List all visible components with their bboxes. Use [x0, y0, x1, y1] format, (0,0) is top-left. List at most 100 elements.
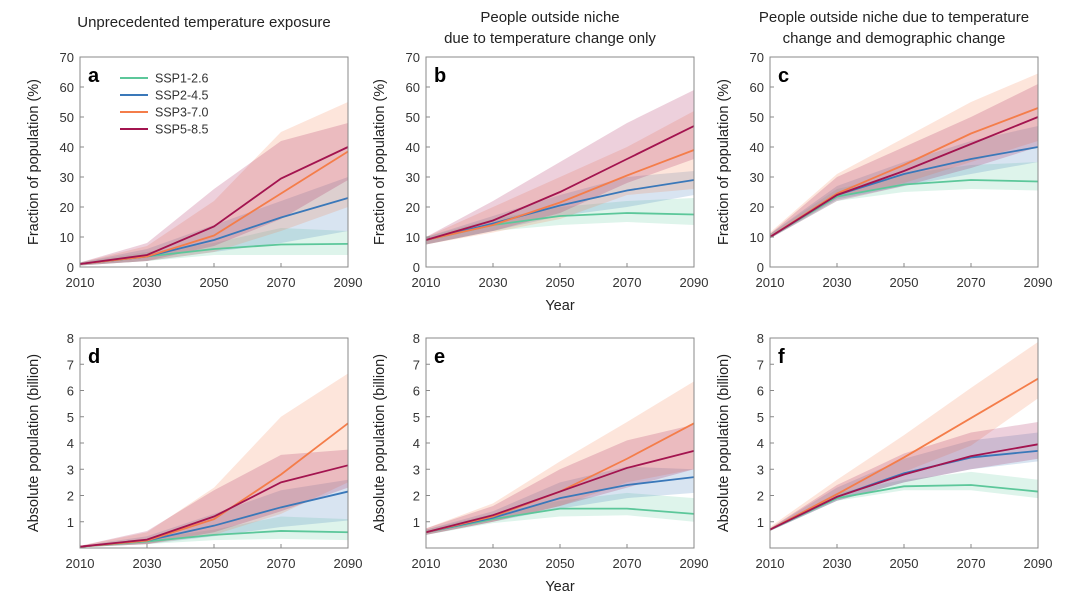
x-tick-label: 2030	[823, 556, 852, 571]
panel-letter: c	[778, 65, 789, 87]
x-tick-label: 2070	[613, 275, 642, 290]
y-axis-label: Absolute population (billion)	[372, 354, 388, 532]
panel-e: 2010 2030 2050 2070 2090 1 2 3 4 5 6 7 8 Absolute pop…	[372, 331, 708, 595]
y-tick-label: 8	[413, 331, 420, 346]
x-tick-label: 2050	[200, 556, 229, 571]
y-tick-label: 70	[60, 50, 74, 65]
x-axis-label: Year	[545, 579, 574, 595]
uncertainty-band-ssp3-7.0	[770, 341, 1038, 531]
x-tick-label: 2070	[267, 275, 296, 290]
panel-b: People outside niche due to temperature c…	[372, 9, 708, 314]
y-tick-label: 1	[757, 515, 764, 530]
x-tick-label: 2070	[267, 556, 296, 571]
y-tick-label: 0	[757, 260, 764, 275]
y-tick-label: 1	[413, 515, 420, 530]
y-tick-label: 50	[60, 110, 74, 125]
y-axis-label: Absolute population (billion)	[26, 354, 42, 532]
uncertainty-band-ssp1-2.6	[770, 471, 1038, 531]
x-tick-label: 2070	[957, 275, 986, 290]
x-tick-label: 2010	[66, 556, 95, 571]
series-line-ssp5-8.5	[79, 146, 349, 265]
y-tick-label: 60	[406, 80, 420, 95]
panel-letter: d	[88, 346, 100, 368]
panel-title: due to temperature change only	[444, 30, 656, 47]
uncertainty-band-ssp3-7.0	[426, 111, 694, 245]
panel-letter: a	[88, 65, 100, 87]
y-tick-label: 3	[413, 462, 420, 477]
series-line-ssp3-7.0	[769, 377, 1039, 531]
series-line-ssp5-8.5	[769, 116, 1039, 238]
x-tick-label: 2010	[412, 275, 441, 290]
x-tick-label: 2070	[613, 556, 642, 571]
uncertainty-band-ssp5-8.5	[426, 424, 694, 535]
legend-label: SSP2-4.5	[155, 89, 209, 103]
y-tick-label: 5	[413, 410, 420, 425]
uncertainty-band-ssp5-8.5	[770, 422, 1038, 531]
panel-title: People outside niche due to temperature	[759, 9, 1029, 26]
y-tick-label: 20	[406, 200, 420, 215]
x-tick-label: 2050	[546, 275, 575, 290]
x-axis-label: Year	[545, 298, 574, 314]
series-line-ssp5-8.5	[425, 450, 695, 534]
y-axis-label: Fraction of population (%)	[26, 79, 42, 245]
uncertainty-band-ssp2-4.5	[80, 177, 348, 266]
y-tick-label: 7	[413, 357, 420, 372]
series-line-ssp5-8.5	[425, 125, 695, 241]
legend-label: SSP5-8.5	[155, 123, 209, 137]
panel-c: People outside niche due to temperature c…	[716, 9, 1052, 290]
x-tick-label: 2090	[1024, 556, 1053, 571]
uncertainty-band-ssp3-7.0	[80, 102, 348, 266]
x-tick-label: 2050	[890, 556, 919, 571]
y-tick-label: 30	[60, 170, 74, 185]
x-tick-label: 2070	[957, 556, 986, 571]
y-tick-label: 30	[406, 170, 420, 185]
uncertainty-band-ssp3-7.0	[426, 381, 694, 535]
uncertainty-band-ssp3-7.0	[80, 373, 348, 548]
uncertainty-band-ssp2-4.5	[426, 171, 694, 245]
panel-title: change and demographic change	[783, 30, 1006, 47]
x-tick-label: 2090	[334, 275, 363, 290]
x-tick-label: 2010	[412, 556, 441, 571]
y-tick-label: 20	[750, 200, 764, 215]
series-line-ssp5-8.5	[769, 443, 1039, 531]
legend-label: SSP3-7.0	[155, 106, 209, 120]
panel-letter: e	[434, 346, 445, 368]
y-tick-label: 1	[67, 515, 74, 530]
series-line-ssp3-7.0	[79, 150, 349, 265]
y-tick-label: 10	[750, 230, 764, 245]
x-tick-label: 2050	[890, 275, 919, 290]
y-tick-label: 60	[60, 80, 74, 95]
uncertainty-band-ssp5-8.5	[426, 90, 694, 245]
series-line-ssp2-4.5	[425, 179, 695, 241]
x-tick-label: 2090	[1024, 275, 1053, 290]
y-tick-label: 20	[60, 200, 74, 215]
x-tick-label: 2030	[479, 556, 508, 571]
y-tick-label: 7	[757, 357, 764, 372]
x-tick-label: 2050	[546, 556, 575, 571]
uncertainty-band-ssp5-8.5	[80, 123, 348, 266]
y-tick-label: 0	[413, 260, 420, 275]
x-tick-label: 2010	[756, 556, 785, 571]
y-axis-label: Fraction of population (%)	[716, 79, 732, 245]
y-tick-label: 0	[67, 260, 74, 275]
y-tick-label: 4	[757, 436, 764, 451]
y-tick-label: 2	[67, 489, 74, 504]
y-tick-label: 8	[757, 331, 764, 346]
y-tick-label: 7	[67, 357, 74, 372]
y-tick-label: 2	[413, 489, 420, 504]
y-tick-label: 3	[757, 462, 764, 477]
x-tick-label: 2030	[133, 275, 162, 290]
y-tick-label: 5	[67, 410, 74, 425]
y-tick-label: 60	[750, 80, 764, 95]
y-tick-label: 3	[67, 462, 74, 477]
y-tick-label: 70	[406, 50, 420, 65]
y-tick-label: 4	[413, 436, 420, 451]
uncertainty-band-ssp1-2.6	[426, 198, 694, 245]
y-tick-label: 6	[757, 384, 764, 399]
panel-d: 2010 2030 2050 2070 2090 1 2 3 4 5 6 7 8 Absolute pop…	[26, 331, 362, 571]
y-tick-label: 40	[750, 140, 764, 155]
x-tick-label: 2010	[756, 275, 785, 290]
y-axis-label: Fraction of population (%)	[372, 79, 388, 245]
y-tick-label: 10	[406, 230, 420, 245]
y-axis-label: Absolute population (billion)	[716, 354, 732, 532]
